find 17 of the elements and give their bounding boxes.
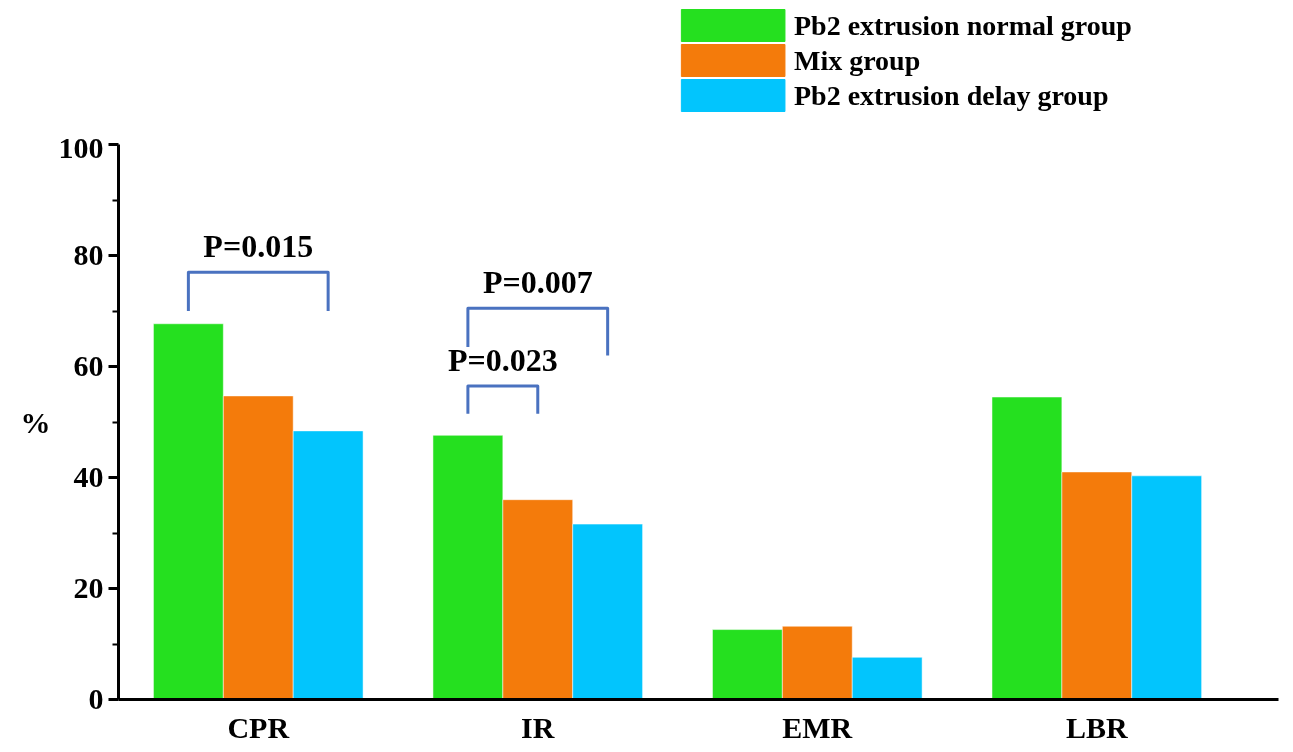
x-tick-label: EMR bbox=[782, 710, 853, 744]
y-tick-label: 20 bbox=[73, 571, 104, 604]
y-tick-label: 80 bbox=[73, 238, 104, 271]
x-tick-label: IR bbox=[521, 710, 555, 744]
y-tick-label: 60 bbox=[73, 349, 104, 382]
y-axis-title: % bbox=[20, 405, 51, 439]
annotation: P=0.023 bbox=[447, 341, 558, 378]
legend-label: Pb2 extrusion delay group bbox=[793, 80, 1109, 111]
y-tick-label: 0 bbox=[88, 682, 104, 715]
legend-label: Pb2 extrusion normal group bbox=[793, 10, 1132, 41]
annotation: P=0.007 bbox=[482, 263, 593, 300]
y-tick-label: 100 bbox=[58, 130, 104, 164]
y-tick-label: 40 bbox=[73, 460, 104, 493]
x-tick-label: CPR bbox=[227, 710, 290, 744]
x-tick-label: LBR bbox=[1065, 710, 1128, 744]
annotation: P=0.015 bbox=[203, 227, 314, 264]
legend-label: Mix group bbox=[793, 45, 921, 76]
